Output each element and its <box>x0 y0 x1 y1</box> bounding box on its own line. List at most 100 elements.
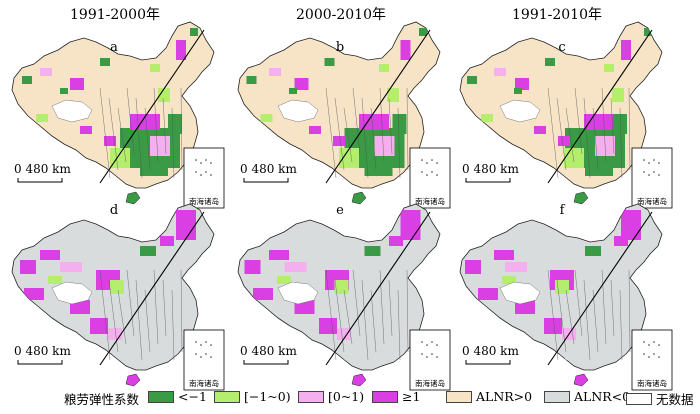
elasticity-patch <box>515 78 529 90</box>
elasticity-patch <box>467 76 477 84</box>
inset-label: 南海诸岛 <box>415 196 445 206</box>
elasticity-patch <box>70 78 84 90</box>
elasticity-patch <box>419 28 427 36</box>
elasticity-patch <box>260 114 273 122</box>
elasticity-patch <box>319 318 337 334</box>
scale-label: 0 480 km <box>240 344 297 358</box>
island-dot <box>195 171 197 173</box>
island-dot <box>195 341 197 343</box>
province-boundary <box>171 107 175 179</box>
province-boundary <box>325 87 337 179</box>
island-dot <box>200 174 202 176</box>
elasticity-patch <box>48 276 62 284</box>
island-dot <box>436 344 438 346</box>
province-boundary <box>361 279 369 361</box>
island-dot <box>210 344 212 346</box>
south-china-sea-inset <box>631 329 673 391</box>
province-boundary <box>583 279 591 361</box>
elasticity-patch <box>558 136 570 146</box>
island-dot <box>421 159 423 161</box>
legend-item-0-1: [0~1) <box>298 389 364 404</box>
elasticity-patch <box>269 250 289 260</box>
map-panel-a: 南海诸岛 a 0 480 km <box>0 18 228 213</box>
legend-swatch <box>626 392 652 405</box>
island-dot <box>658 344 660 346</box>
island-dot <box>436 162 438 164</box>
elasticity-patch <box>605 322 625 342</box>
island-dot <box>431 341 433 343</box>
island-dot <box>658 356 660 358</box>
elasticity-patch <box>160 322 180 342</box>
elasticity-patch <box>100 58 110 66</box>
island-dot <box>421 353 423 355</box>
legend-swatch <box>298 390 324 403</box>
legend-item-alnr-neg: ALNR<0 <box>544 389 630 404</box>
panel-letter: f <box>559 203 565 218</box>
province-boundary <box>325 269 337 361</box>
elasticity-patch <box>494 250 514 260</box>
elasticity-patch <box>544 318 562 334</box>
elasticity-patch <box>289 88 297 94</box>
province-boundary <box>397 107 401 179</box>
elasticity-patch <box>400 40 411 60</box>
island-dot <box>426 174 428 176</box>
elasticity-patch <box>585 246 601 256</box>
province-boundary <box>619 107 623 179</box>
legend-swatch <box>372 390 398 403</box>
hu-line <box>547 211 653 366</box>
elasticity-patch <box>374 136 395 156</box>
hainan-island <box>125 191 141 205</box>
map-panel-f: 南海诸岛 f 0 480 km <box>448 200 676 395</box>
elasticity-patch <box>494 68 506 76</box>
province-boundary <box>574 269 583 337</box>
legend-item-lt-minus1: <−1 <box>148 389 207 404</box>
elasticity-patch <box>334 280 349 294</box>
elasticity-patch <box>465 260 481 274</box>
legend-title: 粮劳弹性系数 <box>64 392 140 407</box>
province-boundary <box>547 269 559 361</box>
province-boundary <box>99 87 111 179</box>
elasticity-patch <box>60 262 82 272</box>
province-boundary <box>628 269 631 353</box>
column-title-1991-2010: 1991-2010年 <box>512 7 602 23</box>
legend-label: 无数据 <box>656 392 694 407</box>
province-boundary <box>388 97 393 155</box>
island-dot <box>648 356 650 358</box>
legend-label: <−1 <box>178 389 207 404</box>
province-boundary <box>601 87 607 163</box>
hu-line <box>547 29 653 184</box>
island-dot <box>436 174 438 176</box>
province-boundary <box>352 87 361 155</box>
province-boundary <box>99 269 111 361</box>
hainan-island <box>573 373 589 387</box>
island-dot <box>426 356 428 358</box>
elasticity-patch <box>344 340 385 360</box>
elasticity-patch <box>20 260 36 274</box>
province-boundary <box>171 289 175 361</box>
island-dot <box>426 162 428 164</box>
legend-swatch <box>544 390 570 403</box>
legend: 粮劳弹性系数 <−1 [−1~0) [0~1) ≥1 ALNR>0 ALNR<0… <box>0 385 700 411</box>
elasticity-patch <box>284 262 307 272</box>
elasticity-patch <box>90 318 108 334</box>
province-boundary <box>397 289 401 361</box>
legend-label: [0~1) <box>328 389 365 404</box>
island-dot <box>421 341 423 343</box>
province-boundary <box>547 87 559 179</box>
hainan-island <box>125 373 141 387</box>
hainan-island <box>573 191 589 205</box>
south-china-sea-inset <box>183 329 225 391</box>
legend-swatch <box>214 390 240 403</box>
panel-letter: c <box>558 40 566 55</box>
elasticity-patch <box>110 148 130 168</box>
elasticity-patch <box>253 288 273 300</box>
province-boundary <box>565 289 575 345</box>
elasticity-patch <box>80 126 92 134</box>
island-dot <box>648 344 650 346</box>
legend-label: ALNR<0 <box>574 389 631 404</box>
elasticity-patch <box>110 280 124 294</box>
scale-bar <box>17 360 63 365</box>
province-boundary <box>343 107 353 163</box>
map-panel-d: 南海诸岛 d 0 480 km <box>0 200 228 395</box>
elasticity-patch <box>309 126 321 134</box>
